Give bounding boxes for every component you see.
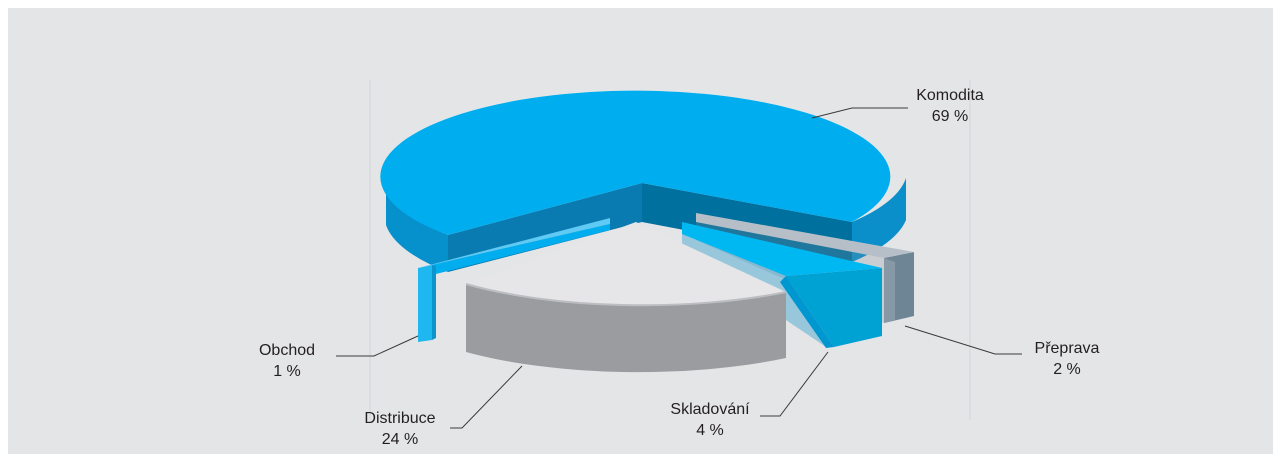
label-skladovani-value: 4 % — [696, 422, 724, 439]
label-komodita: Komodita 69 % — [885, 85, 1015, 127]
label-skladovani: Skladování 4 % — [645, 399, 775, 441]
label-distribuce-name: Distribuce — [364, 410, 436, 427]
label-preprava-value: 2 % — [1053, 361, 1081, 378]
label-obchod: Obchod 1 % — [232, 340, 342, 382]
leader-obchod — [336, 335, 419, 357]
leader-komodita — [811, 107, 908, 119]
label-obchod-name: Obchod — [258, 342, 316, 359]
label-komodita-name: Komodita — [916, 87, 984, 104]
leader-preprava — [904, 325, 1022, 355]
label-komodita-value: 69 % — [931, 108, 969, 125]
leader-lines — [336, 107, 1022, 429]
label-preprava: Přeprava 2 % — [1012, 338, 1122, 380]
label-obchod-value: 1 % — [273, 363, 301, 380]
label-skladovani-name: Skladování — [670, 401, 750, 418]
label-distribuce-value: 24 % — [381, 431, 419, 448]
slice-obchod — [418, 218, 610, 342]
label-preprava-name: Přeprava — [1034, 340, 1100, 357]
leader-skladovani — [760, 351, 829, 417]
slice-distribuce — [465, 222, 787, 373]
leader-distribuce — [450, 365, 523, 429]
label-distribuce: Distribuce 24 % — [335, 408, 465, 450]
